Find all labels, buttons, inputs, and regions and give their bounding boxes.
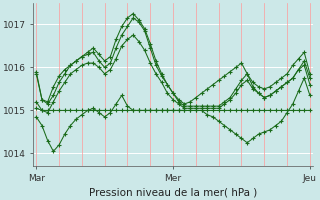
X-axis label: Pression niveau de la mer( hPa ): Pression niveau de la mer( hPa ) <box>89 187 257 197</box>
